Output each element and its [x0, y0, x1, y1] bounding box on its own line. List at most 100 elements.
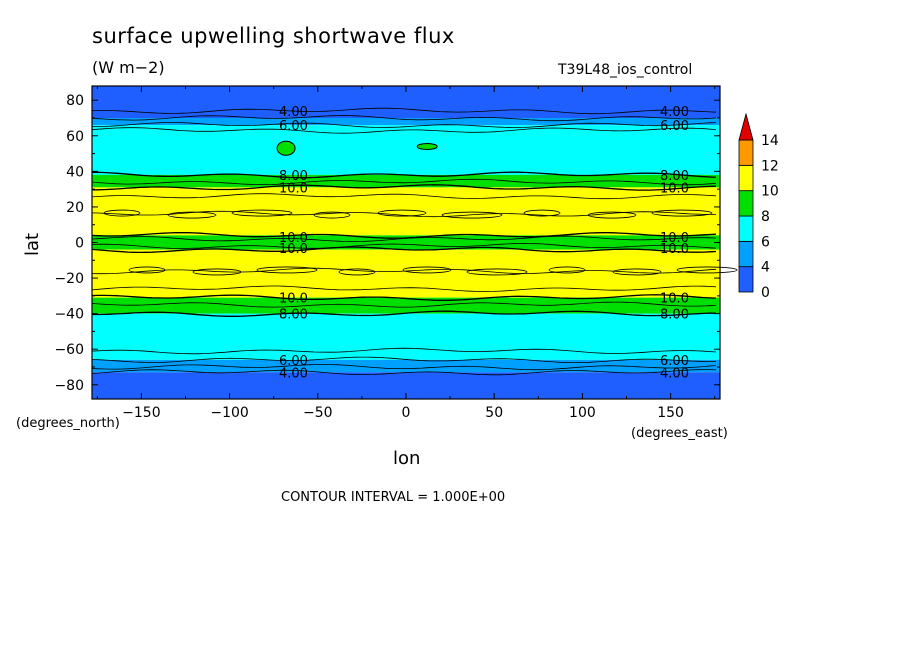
colorbar-swatch [738, 266, 754, 293]
contour-line [92, 171, 717, 179]
colorbar-swatch [738, 215, 754, 242]
y-unit-label: (degrees_north) [16, 416, 120, 431]
band-4 [92, 187, 720, 236]
contour-cell [377, 209, 427, 217]
contour-label: 4.00 [660, 366, 689, 381]
y-tick-label: 80 [66, 93, 84, 109]
colorbar-label: 8 [761, 209, 770, 225]
contour-cell [103, 209, 141, 217]
colorbar-swatch [738, 190, 754, 217]
y-tick-label: −20 [54, 271, 84, 287]
contour-label: 6.00 [660, 354, 689, 369]
contour-line [91, 127, 717, 134]
band-1 [92, 118, 720, 126]
contour-cell [167, 211, 217, 219]
contour-label: 10.0 [660, 231, 689, 246]
y-tick-label: −80 [54, 378, 84, 394]
x-unit-label: (degrees_east) [631, 426, 728, 441]
contour-cell [313, 211, 351, 219]
contour-label: 10.0 [660, 181, 689, 196]
contour-line [91, 347, 717, 355]
contour-label: 6.00 [279, 119, 308, 134]
contour-cell [128, 266, 166, 274]
contour-cell [548, 266, 586, 274]
contour-cell [676, 266, 738, 274]
contour-line [91, 115, 717, 122]
contour-label: 8.00 [279, 169, 308, 184]
contour-cell [441, 211, 503, 219]
contour-line [91, 107, 717, 115]
x-tick-label: −150 [122, 405, 160, 421]
y-tick-label: 0 [75, 236, 84, 252]
contour-label: 4.00 [279, 105, 308, 120]
contour-cell [587, 211, 637, 219]
contour-island [416, 142, 438, 150]
colorbar-label: 0 [761, 285, 770, 301]
contour-label: 10.0 [279, 292, 308, 307]
run-label: T39L48_ios_control [558, 62, 693, 78]
x-tick-label: 150 [657, 405, 684, 421]
y-axis-label: lat [22, 232, 43, 256]
contour-cell [402, 266, 452, 274]
colorbar-label: 12 [761, 158, 779, 174]
contour-cell [256, 266, 318, 274]
colorbar-swatch [738, 240, 754, 268]
contour-cell [612, 268, 662, 276]
contour-cell [651, 209, 713, 217]
colorbar-label: 14 [761, 133, 779, 149]
contour-label: 10.0 [279, 231, 308, 246]
y-tick-label: −60 [54, 342, 84, 358]
contour-line [91, 294, 717, 301]
contour-label: 8.00 [279, 308, 308, 323]
band-2 [92, 125, 720, 175]
contour-label: 10.0 [660, 292, 689, 307]
contour-line [92, 122, 717, 128]
contour-line [91, 356, 717, 363]
contour-label: 6.00 [279, 354, 308, 369]
chart-title: surface upwelling shortwave flux [92, 24, 455, 48]
contour-cell [466, 268, 528, 276]
contour-label: 4.00 [279, 366, 308, 381]
colorbar-swatch [738, 139, 754, 166]
y-tick-label: 60 [66, 129, 84, 145]
contour-label: 4.00 [660, 105, 689, 120]
contour-line [91, 235, 717, 242]
band-8 [92, 313, 720, 360]
x-tick-label: 100 [569, 405, 596, 421]
contour-label: 10.0 [279, 242, 308, 257]
contour-cell [192, 268, 242, 276]
colorbar-swatch [738, 164, 754, 192]
contour-line [91, 301, 717, 308]
contour-line [91, 369, 717, 376]
band-9 [92, 359, 720, 373]
contour-line [91, 232, 717, 239]
colorbar-label: 6 [761, 234, 770, 250]
contour-interval: CONTOUR INTERVAL = 1.000E+00 [281, 490, 506, 505]
contour-line [92, 310, 716, 317]
contour-label: 10.0 [279, 181, 308, 196]
y-tick-label: 40 [66, 164, 84, 180]
band-7 [92, 297, 720, 314]
contour-label: 10.0 [660, 242, 689, 257]
contour-cell [523, 209, 561, 217]
contour-line [91, 193, 717, 200]
contour-line [91, 285, 717, 292]
colorbar-label: 4 [761, 260, 770, 276]
y-tick-label: −40 [54, 307, 84, 323]
colorbar-label: 10 [761, 184, 779, 200]
contour-line [91, 178, 717, 186]
contour-label: 8.00 [660, 169, 689, 184]
contour-cell [231, 209, 293, 217]
x-axis-label: lon [393, 448, 421, 469]
contour-label: 8.00 [660, 308, 689, 323]
x-tick-label: −50 [303, 405, 333, 421]
chart-units: (W m−2) [92, 58, 165, 77]
contour-label: 6.00 [660, 119, 689, 134]
x-tick-label: 50 [485, 405, 503, 421]
contour-line [91, 364, 717, 371]
x-tick-label: 0 [402, 405, 411, 421]
contour-island [276, 140, 296, 156]
contour-cell [338, 268, 376, 276]
contour-line [91, 242, 717, 249]
